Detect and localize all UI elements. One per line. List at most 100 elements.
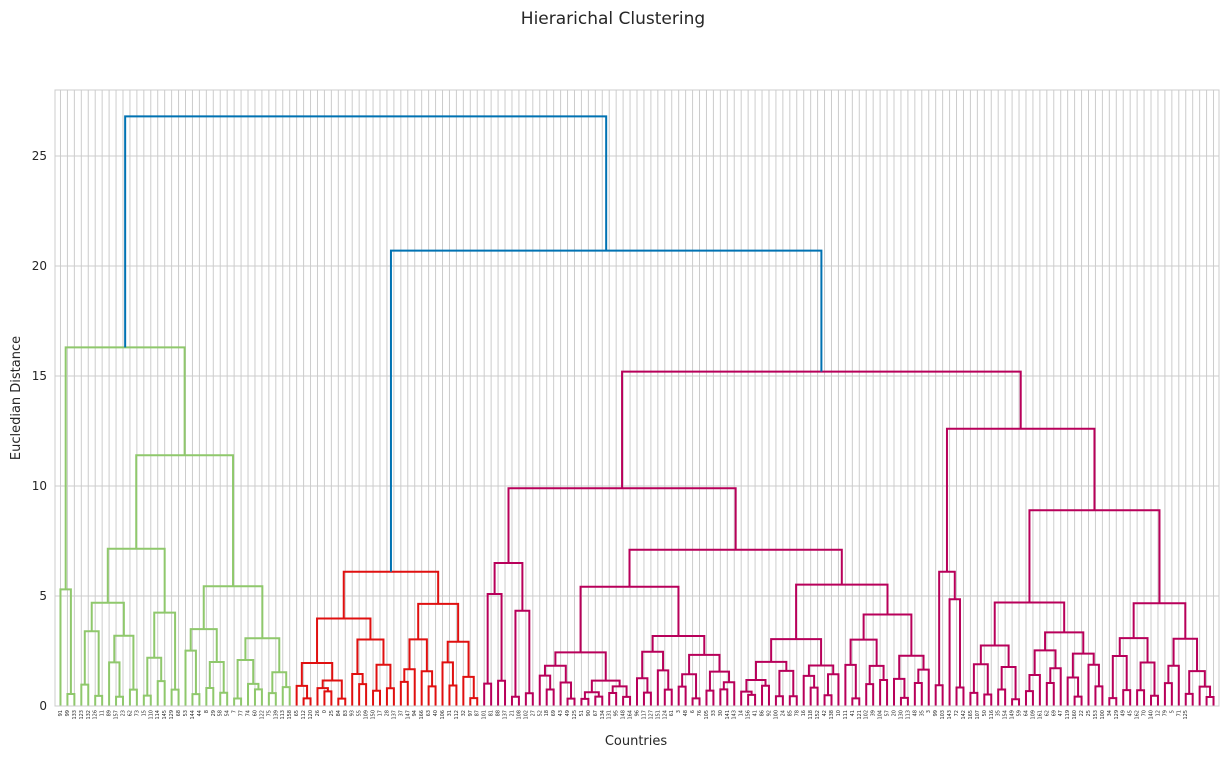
dendrogram-link <box>399 680 409 706</box>
x-tick-label: 107 <box>975 710 981 720</box>
dendrogram-link <box>879 679 889 706</box>
dendrogram-link <box>641 650 665 679</box>
x-tick-label: 49 <box>565 710 571 716</box>
x-tick-label: 120 <box>308 710 314 720</box>
dendrogram-link <box>448 684 458 706</box>
dendrogram-link <box>583 691 600 699</box>
y-axis-label: Eucledian Distance <box>9 336 24 460</box>
dendrogram-link <box>90 601 125 636</box>
x-tick-label: 33 <box>711 710 717 716</box>
dendrogram-link <box>191 693 201 706</box>
plot-frame <box>54 89 1220 707</box>
x-tick-label: 0 <box>322 710 328 713</box>
x-tick-label: 105 <box>704 710 710 720</box>
dendrogram-link <box>913 681 923 706</box>
x-tick-label: 111 <box>843 710 849 720</box>
x-tick-label: 84 <box>336 710 342 716</box>
dendrogram-link <box>316 617 372 663</box>
dendrogram-link <box>594 695 604 706</box>
x-tick-label: 21 <box>509 710 515 716</box>
x-tick-label: 14 <box>739 710 745 716</box>
x-tick-label: 152 <box>815 710 821 720</box>
dendrogram-link <box>663 688 673 706</box>
x-tick-label: 149 <box>1010 710 1016 720</box>
dendrogram-link <box>566 697 576 706</box>
dendrogram-link <box>868 664 885 685</box>
x-tick-label: 87 <box>475 710 481 716</box>
x-tick-label: 103 <box>940 710 946 720</box>
x-tick-label: 104 <box>878 710 884 720</box>
dendrogram-link <box>1122 689 1132 706</box>
dendrogram-link <box>795 583 889 640</box>
x-tick-label: 72 <box>954 710 960 716</box>
x-tick-label: 129 <box>169 710 175 720</box>
y-tick-label: 5 <box>39 589 47 603</box>
dendrogram-link <box>590 679 621 693</box>
dendrogram-link <box>80 683 90 706</box>
dendrogram-link <box>524 692 534 706</box>
x-tick-label: 91 <box>58 710 64 716</box>
x-tick-label: 125 <box>1183 710 1189 720</box>
x-tick-label: 162 <box>1135 710 1141 720</box>
x-tick-label: 15 <box>141 710 147 716</box>
x-tick-label: 126 <box>93 710 99 720</box>
x-tick-label: 95 <box>614 710 620 716</box>
x-tick-label: 101 <box>482 710 488 720</box>
x-tick-label: 32 <box>461 710 467 716</box>
dendrogram-link <box>972 663 989 695</box>
x-tick-label: 69 <box>551 710 557 716</box>
dendrogram-link <box>1044 631 1085 654</box>
x-tick-label: 158 <box>287 710 293 720</box>
x-tick-label: 6 <box>690 710 696 713</box>
x-tick-label: 35 <box>919 710 925 716</box>
dendrogram-link <box>427 685 437 706</box>
x-tick-label: 62 <box>127 710 133 716</box>
dendrogram-links <box>59 115 1215 706</box>
x-tick-label: 144 <box>190 710 196 720</box>
x-tick-label: 131 <box>607 710 613 720</box>
x-tick-label: 83 <box>343 710 349 716</box>
x-tick-label: 102 <box>523 710 529 720</box>
x-axis-ticks: 91 99 133 123 132 126 11 89 157 23 62 73 15 110 114 145… <box>58 710 1189 720</box>
dendrogram-link <box>691 697 701 706</box>
dendrogram-link <box>898 654 925 679</box>
x-tick-label: 52 <box>537 710 543 716</box>
dendrogram-link <box>244 637 281 673</box>
x-tick-label: 18 <box>544 710 550 716</box>
x-tick-label: 137 <box>503 710 509 720</box>
dendrogram-link <box>1033 649 1057 676</box>
x-tick-label: 113 <box>905 710 911 720</box>
x-tick-label: 16 <box>801 710 807 716</box>
x-tick-label: 48 <box>912 710 918 716</box>
dendrogram-link <box>1163 682 1173 706</box>
x-tick-label: 42 <box>822 710 828 716</box>
x-tick-label: 110 <box>148 710 154 720</box>
x-tick-label: 44 <box>197 710 203 716</box>
dendrogram-link <box>719 688 729 706</box>
x-tick-label: 61 <box>669 710 675 716</box>
y-tick-label: 0 <box>39 699 47 713</box>
dendrogram-link <box>849 638 878 666</box>
x-tick-label: 31 <box>447 710 453 716</box>
x-tick-label: 145 <box>162 710 168 720</box>
x-tick-label: 88 <box>496 710 502 716</box>
x-tick-label: 160 <box>1072 710 1078 720</box>
x-tick-label: 30 <box>718 710 724 716</box>
x-tick-label: 134 <box>600 710 606 720</box>
x-tick-label: 24 <box>780 710 786 716</box>
dendrogram-link <box>205 686 215 706</box>
x-tick-label: 41 <box>850 710 856 716</box>
x-tick-label: 75 <box>266 710 272 716</box>
x-tick-label: 65 <box>294 710 300 716</box>
x-tick-label: 59 <box>1017 710 1023 716</box>
x-tick-label: 35 <box>996 710 1002 716</box>
dendrogram-link <box>677 685 687 706</box>
dendrogram-link <box>66 693 76 706</box>
x-tick-label: 157 <box>114 710 120 720</box>
x-tick-label: 118 <box>808 710 814 720</box>
x-tick-label: 76 <box>697 710 703 716</box>
dendrogram-link <box>106 547 166 613</box>
x-tick-label: 112 <box>454 710 460 720</box>
dendrogram-link <box>1049 667 1062 706</box>
dendrogram-link <box>462 675 475 706</box>
